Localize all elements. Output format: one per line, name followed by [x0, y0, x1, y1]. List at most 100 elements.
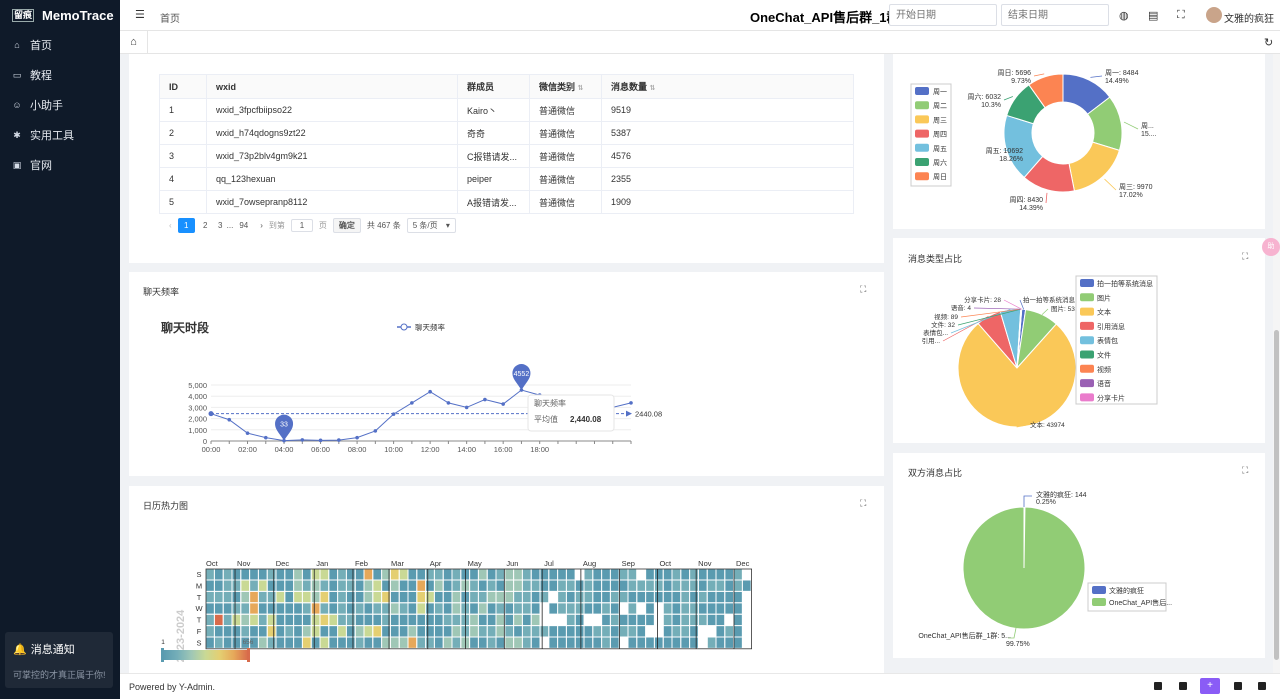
- table-row[interactable]: 1 wxid_3fpcfbiipso22 Kairo丶 普通微信 9519: [159, 98, 854, 122]
- visual-map-bar: [163, 650, 248, 660]
- expand-icon[interactable]: ⛶: [860, 284, 867, 294]
- table-row[interactable]: 2 wxid_h74qdogns9zt22 奇奇 普通微信 5387: [159, 121, 854, 145]
- heatmap-cell: [373, 625, 382, 637]
- sidebar-item-assistant[interactable]: ☺ 小助手: [0, 90, 120, 120]
- x-tick-label: 00:00: [202, 445, 221, 454]
- visual-map-handle: [247, 648, 250, 662]
- gift-icon[interactable]: ▤: [1148, 10, 1159, 22]
- slice-percent: 9.73%: [1011, 78, 1031, 85]
- heatmap-cell: [575, 591, 584, 603]
- legend-label: 周六: [933, 158, 947, 167]
- notice-card[interactable]: 🔔 消息通知 可掌控的才真正属于你!!: [5, 632, 113, 688]
- add-folder-icon[interactable]: +: [1200, 678, 1220, 694]
- download-icon[interactable]: [1258, 682, 1266, 690]
- table-row[interactable]: 3 wxid_73p2blv4gm9k21 C报错请发... 普通微信 4576: [159, 144, 854, 168]
- heatmap-cell: [469, 614, 479, 626]
- folder-icon[interactable]: [1154, 682, 1162, 690]
- slice-label: 周日: 5696: [998, 69, 1032, 77]
- app-logo[interactable]: 留痕 MemoTrace: [0, 0, 120, 30]
- heatmap-cell: [522, 591, 531, 603]
- label-line: [1003, 299, 1022, 310]
- heatmap-cell: [478, 580, 487, 592]
- expand-icon[interactable]: ⛶: [1242, 251, 1249, 261]
- heatmap-cell: [311, 637, 320, 649]
- page-2[interactable]: 2: [202, 221, 208, 230]
- refresh-icon[interactable]: ↻: [1264, 37, 1274, 49]
- slice-label: 引用...: [922, 336, 941, 345]
- avatar[interactable]: [1206, 7, 1222, 23]
- sidebar-item-tools[interactable]: ✱ 实用工具: [0, 120, 120, 150]
- expand-icon[interactable]: ⛶: [860, 498, 867, 508]
- heatmap-cell: [593, 580, 602, 592]
- heatmap-cell: [575, 603, 584, 614]
- heatmap-cell: [689, 603, 699, 614]
- label-line: [957, 308, 1021, 326]
- heatmap-cell: [425, 568, 435, 580]
- sidebar-item-website[interactable]: ▣ 官网: [0, 150, 120, 180]
- heatmap-cell: [311, 603, 320, 614]
- heatmap-cell: [355, 568, 364, 580]
- tab-home-icon[interactable]: ⌂: [120, 31, 148, 53]
- heatmap-cell: [742, 568, 751, 580]
- heatmap-cell: [311, 625, 320, 637]
- end-date-input[interactable]: [1001, 4, 1109, 26]
- notice-title: 消息通知: [30, 644, 75, 656]
- slice-label: 文雅的疯狂: 144: [1036, 490, 1087, 499]
- scrollbar-thumb[interactable]: [1274, 330, 1279, 660]
- chart-legend[interactable]: 聊天频率: [397, 322, 445, 332]
- heatmap-cell: [355, 580, 364, 592]
- table-cell: 4576: [601, 144, 854, 168]
- page-1[interactable]: 1: [177, 218, 195, 233]
- page-3[interactable]: 3: [217, 221, 223, 230]
- heatmap-cell: [707, 603, 716, 614]
- heatmap-cell: [223, 568, 232, 580]
- folder-icon[interactable]: [1179, 682, 1187, 690]
- col-type[interactable]: 微信类别 ⇅: [529, 74, 602, 99]
- table-cell: 奇奇: [457, 121, 530, 145]
- breadcrumb[interactable]: 首页: [160, 14, 180, 25]
- sidebar-item-home[interactable]: ⌂ 首页: [0, 30, 120, 60]
- table-row[interactable]: 5 wxid_7owsepranp8112 A报错请发... 普通微信 1909: [159, 190, 854, 214]
- table-cell: 2: [159, 121, 207, 145]
- page-ellipsis[interactable]: ...: [226, 221, 234, 230]
- heatmap-cell: [716, 580, 725, 592]
- user-name[interactable]: 文雅的疯狂: [1224, 14, 1274, 25]
- heatmap-cell: [584, 637, 593, 649]
- label-line: [1104, 178, 1117, 191]
- legend-label: 聊天频率: [415, 322, 445, 332]
- floating-helper-icon[interactable]: 助: [1262, 238, 1280, 256]
- goto-input[interactable]: 1: [290, 219, 313, 232]
- heatmap-cell: [549, 614, 558, 626]
- prev-page-icon[interactable]: ‹: [169, 221, 172, 230]
- menu-collapse-icon[interactable]: ☰: [135, 9, 145, 21]
- confirm-button[interactable]: 确定: [332, 218, 361, 233]
- page-size-select[interactable]: 5 条/页 ▾: [406, 218, 456, 233]
- heatmap-cell: [214, 580, 223, 592]
- weekday-label: S: [196, 638, 201, 647]
- heatmap-cell: [566, 580, 575, 592]
- heatmap-cell: [628, 637, 637, 649]
- expand-icon[interactable]: ⛶: [1242, 465, 1249, 475]
- heatmap-cell: [672, 637, 681, 649]
- heatmap-cell: [267, 603, 276, 614]
- sort-icon[interactable]: ⇅: [577, 85, 584, 92]
- heatmap-cell: [487, 591, 496, 603]
- legend-swatch: [915, 101, 929, 110]
- heatmap-cell: [742, 580, 751, 592]
- col-count[interactable]: 消息数量 ⇅: [601, 74, 854, 99]
- heatmap-cell: [285, 637, 294, 649]
- sidebar-item-tutorial[interactable]: ▭ 教程: [0, 60, 120, 90]
- start-date-input[interactable]: [889, 4, 997, 26]
- table-row[interactable]: 4 qq_123hexuan peiper 普通微信 2355: [159, 167, 854, 191]
- heatmap-cell: [733, 637, 743, 649]
- table-cell: 普通微信: [529, 144, 602, 168]
- heatmap-cell: [513, 580, 523, 592]
- page-94[interactable]: 94: [239, 221, 249, 230]
- globe-icon[interactable]: ◍: [1119, 10, 1129, 22]
- fullscreen-icon[interactable]: ⛶: [1177, 9, 1185, 21]
- heatmap-cell: [249, 614, 259, 626]
- heatmap-cell: [337, 568, 347, 580]
- sort-icon[interactable]: ⇅: [649, 85, 656, 92]
- edit-icon[interactable]: [1234, 682, 1242, 690]
- next-page-icon[interactable]: ›: [260, 221, 263, 230]
